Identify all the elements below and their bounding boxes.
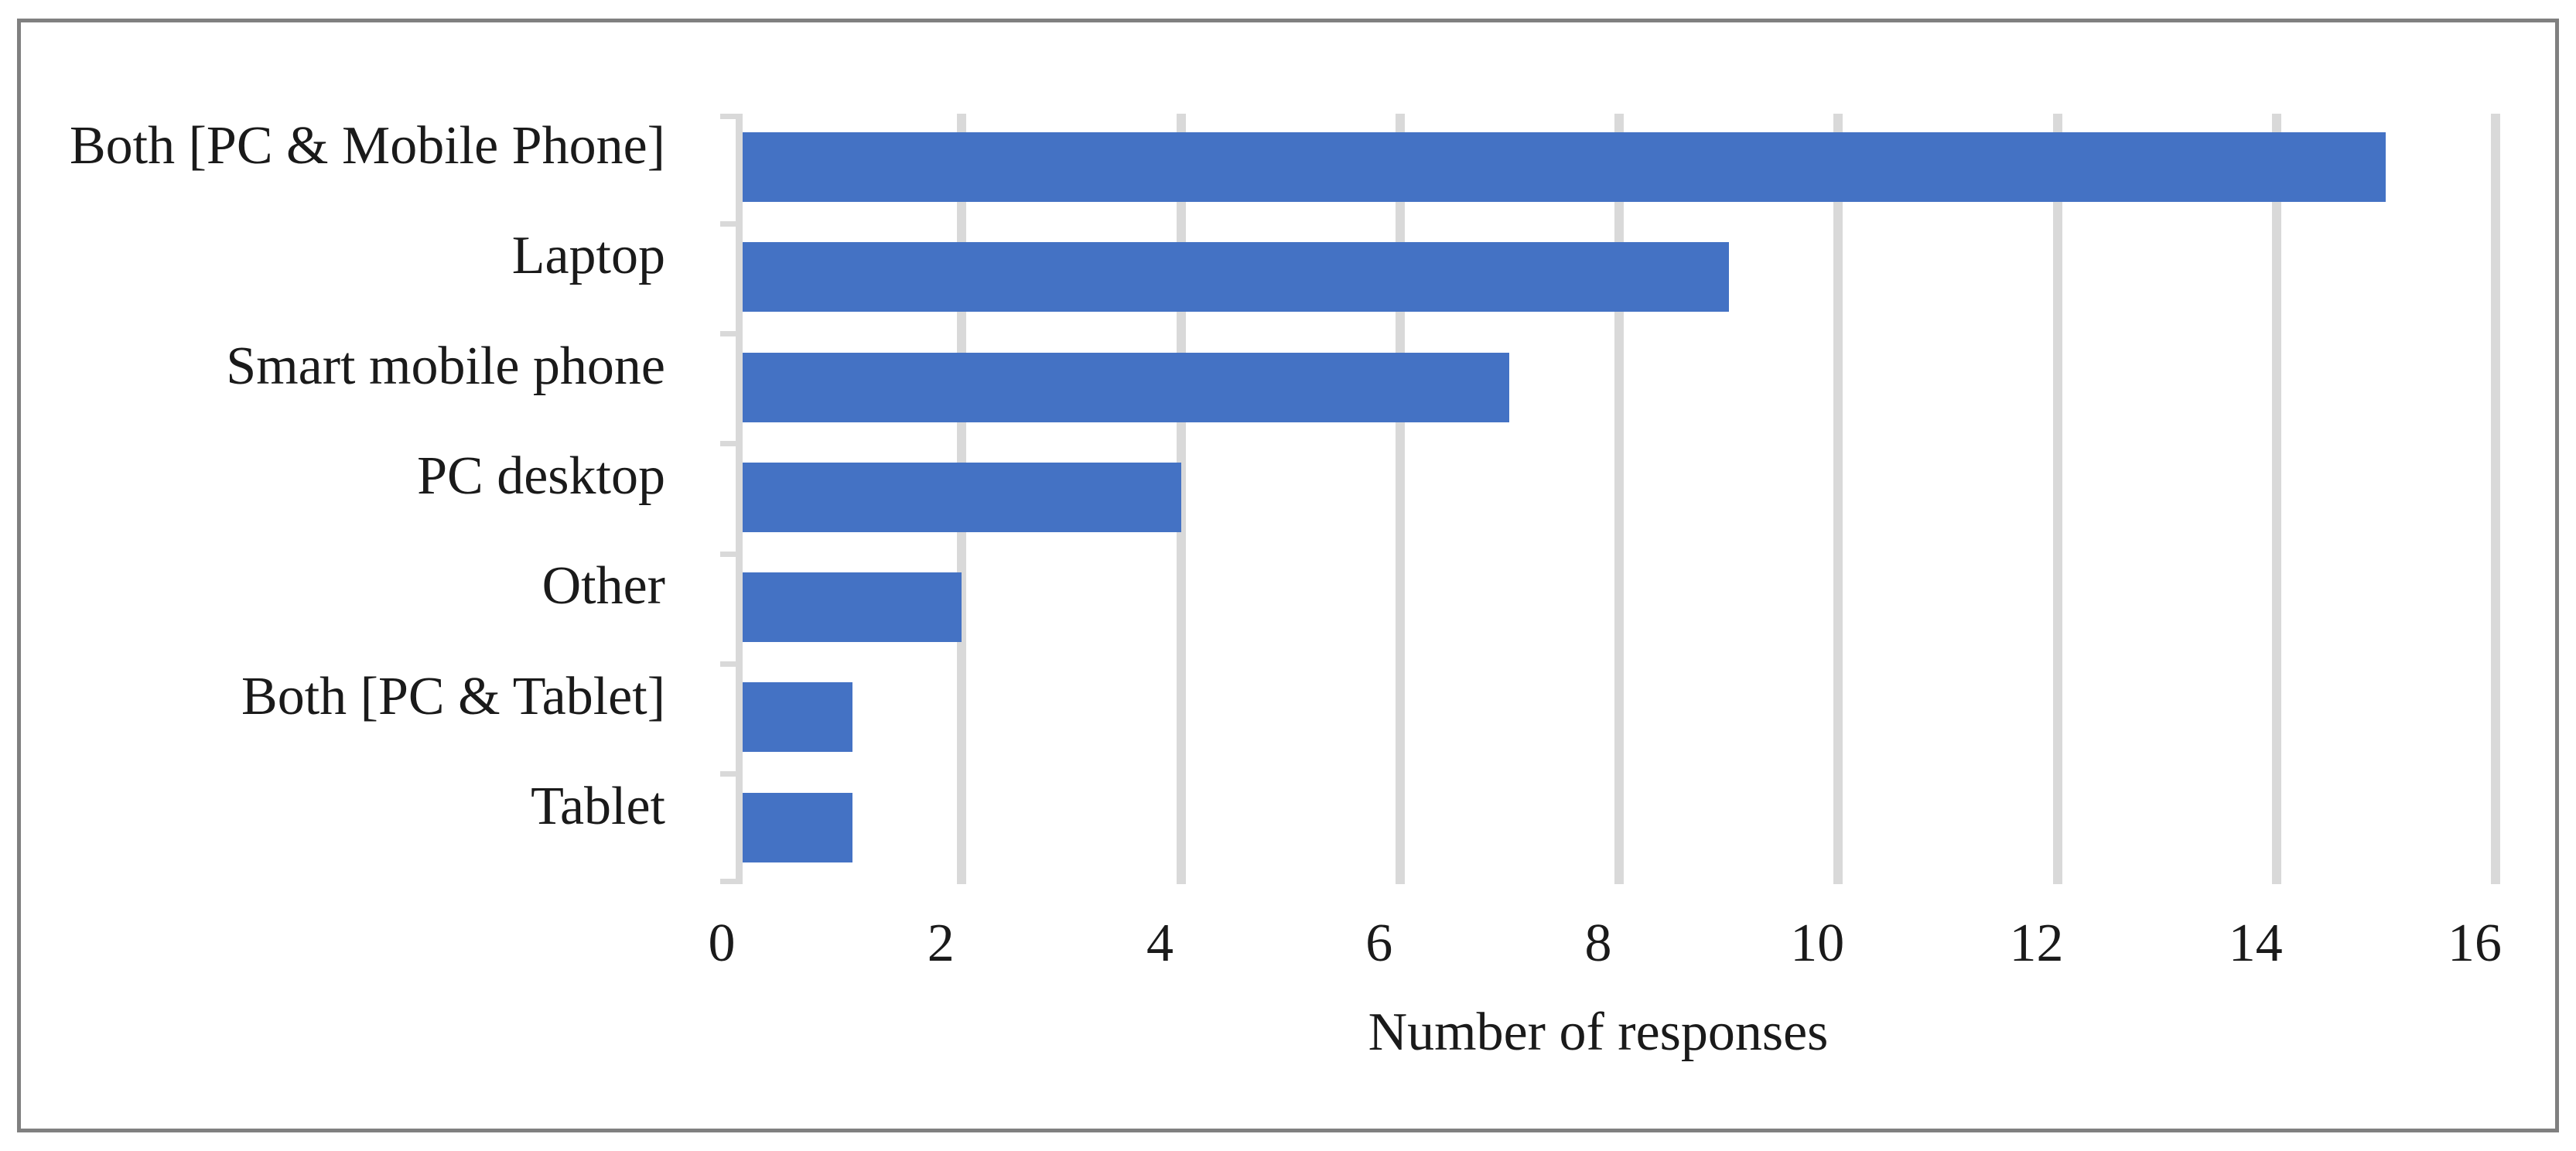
category-label: Both [PC & Mobile Phone] xyxy=(69,116,665,176)
axis-tick-mark xyxy=(720,879,736,884)
bar xyxy=(743,572,962,643)
category-label: Both [PC & Tablet] xyxy=(241,666,665,726)
gridline xyxy=(2052,114,2062,884)
gridline xyxy=(1395,114,1405,884)
gridline xyxy=(1614,114,1624,884)
category-label: Smart mobile phone xyxy=(226,336,665,396)
bar xyxy=(743,682,852,753)
gridline xyxy=(1833,114,1843,884)
gridline xyxy=(2491,114,2500,884)
category-label: Other xyxy=(542,556,665,616)
x-tick-label: 16 xyxy=(2448,914,2502,973)
category-axis-line xyxy=(736,114,743,884)
axis-tick-mark xyxy=(720,441,736,447)
chart-frame xyxy=(17,19,2559,1132)
axis-tick-mark xyxy=(720,220,736,227)
bar xyxy=(743,352,1510,422)
bar xyxy=(743,792,852,862)
plot-area xyxy=(720,114,2500,884)
axis-tick-mark xyxy=(720,114,736,119)
category-label: Tablet xyxy=(531,776,665,836)
bar xyxy=(743,242,1729,313)
x-tick-label: 8 xyxy=(1584,914,1612,973)
x-tick-label: 10 xyxy=(1790,914,1845,973)
bar xyxy=(743,462,1181,532)
x-tick-label: 14 xyxy=(2228,914,2283,973)
x-tick-label: 12 xyxy=(2009,914,2064,973)
axis-tick-mark xyxy=(720,551,736,557)
axis-tick-mark xyxy=(720,661,736,667)
category-label: PC desktop xyxy=(417,446,665,506)
x-tick-label: 0 xyxy=(708,914,736,973)
gridline xyxy=(2271,114,2281,884)
bar xyxy=(743,132,2386,202)
x-tick-label: 4 xyxy=(1146,914,1174,973)
x-tick-label: 2 xyxy=(927,914,955,973)
x-axis-title: Number of responses xyxy=(1368,1002,1829,1062)
category-label: Laptop xyxy=(511,226,665,286)
x-tick-label: 6 xyxy=(1365,914,1393,973)
axis-tick-mark xyxy=(720,331,736,337)
axis-tick-mark xyxy=(720,771,736,777)
